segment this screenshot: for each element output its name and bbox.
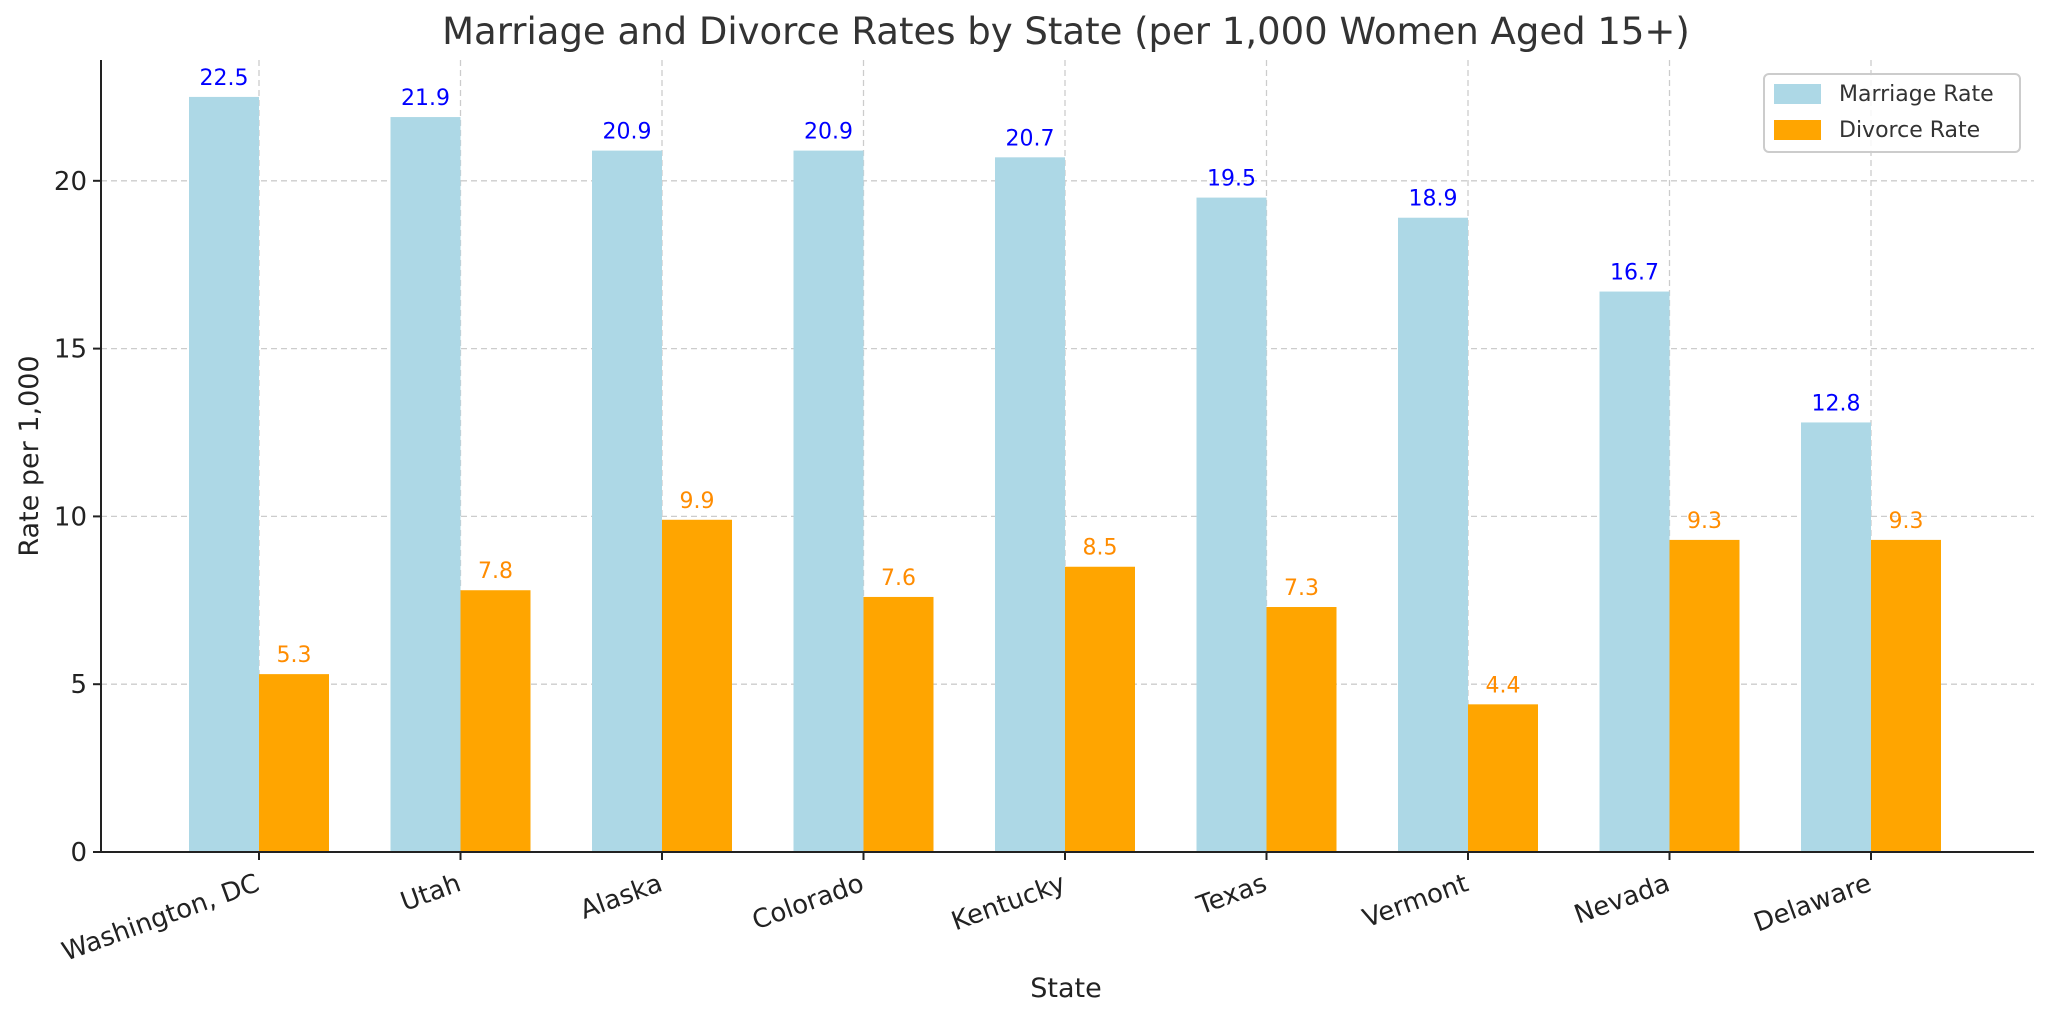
data-label-divorce-rate: 7.8 bbox=[478, 559, 513, 584]
bar-marriage-rate bbox=[1196, 197, 1267, 853]
data-label-divorce-rate: 9.3 bbox=[1687, 509, 1722, 534]
x-tick-label: Vermont bbox=[1359, 868, 1473, 934]
bar-divorce-rate bbox=[1669, 539, 1740, 852]
x-tick-label: Nevada bbox=[1570, 868, 1673, 930]
x-tick-label: Alaska bbox=[576, 868, 666, 925]
data-label-marriage-rate: 21.9 bbox=[401, 86, 450, 111]
bar-divorce-rate bbox=[662, 519, 732, 852]
bar-divorce-rate bbox=[863, 596, 934, 852]
y-tick-label: 15 bbox=[54, 335, 87, 365]
y-tick-label: 20 bbox=[54, 167, 87, 197]
x-tick-label: Delaware bbox=[1750, 868, 1875, 938]
bar-marriage-rate bbox=[793, 150, 864, 852]
x-axis-label: State bbox=[1030, 973, 1101, 1004]
data-label-divorce-rate: 7.6 bbox=[881, 566, 916, 591]
bar-divorce-rate bbox=[1468, 704, 1538, 852]
legend-swatch-divorce bbox=[1774, 120, 1821, 140]
y-ticks: 0 5 10 15 20 bbox=[54, 167, 101, 868]
x-tick-label: Texas bbox=[1192, 868, 1271, 921]
bars bbox=[189, 96, 1941, 853]
legend: Marriage Rate Divorce Rate bbox=[1763, 73, 2021, 153]
x-tick-label: Washington, DC bbox=[58, 868, 263, 967]
legend-box bbox=[1763, 73, 2021, 153]
y-tick-label: 10 bbox=[54, 502, 87, 532]
bar-divorce-rate bbox=[259, 674, 329, 852]
y-tick-label: 5 bbox=[70, 670, 87, 700]
y-tick-label: 0 bbox=[70, 838, 87, 868]
data-label-marriage-rate: 16.7 bbox=[1610, 261, 1659, 286]
legend-label-divorce: Divorce Rate bbox=[1839, 118, 1980, 143]
data-label-marriage-rate: 20.7 bbox=[1006, 126, 1055, 151]
bar-divorce-rate bbox=[460, 590, 531, 852]
data-label-marriage-rate: 20.9 bbox=[603, 120, 652, 145]
data-label-divorce-rate: 9.3 bbox=[1889, 509, 1924, 534]
x-tick-label: Utah bbox=[397, 868, 465, 917]
bar-marriage-rate bbox=[995, 157, 1065, 853]
bar-marriage-rate bbox=[1801, 422, 1871, 852]
data-label-divorce-rate: 8.5 bbox=[1083, 536, 1118, 561]
x-ticks: Washington, DC Utah Alaska Colorado Kentucky… bbox=[58, 852, 1875, 968]
bar-labels: 22.5 5.3 21.9 7.8 20.9 9.9 20.9 7.6 20.7 8.5 19.5 7… bbox=[200, 66, 1924, 698]
legend-label-marriage: Marriage Rate bbox=[1839, 82, 1994, 107]
bar-divorce-rate bbox=[1871, 539, 1941, 852]
bar-marriage-rate bbox=[390, 117, 461, 853]
data-label-marriage-rate: 19.5 bbox=[1207, 167, 1256, 192]
bar-marriage-rate bbox=[1599, 291, 1670, 852]
axes bbox=[100, 60, 2034, 853]
bar-marriage-rate bbox=[1398, 217, 1468, 852]
bar-divorce-rate bbox=[1266, 607, 1337, 852]
legend-swatch-marriage bbox=[1774, 84, 1821, 104]
data-label-divorce-rate: 7.3 bbox=[1284, 576, 1319, 601]
data-label-marriage-rate: 22.5 bbox=[200, 66, 249, 91]
data-label-marriage-rate: 12.8 bbox=[1812, 391, 1861, 416]
data-label-divorce-rate: 9.9 bbox=[680, 489, 715, 514]
bar-divorce-rate bbox=[1065, 566, 1135, 852]
bar-marriage-rate bbox=[189, 96, 259, 852]
chart-title: Marriage and Divorce Rates by State (per… bbox=[442, 10, 1690, 53]
bar-marriage-rate bbox=[592, 150, 662, 852]
data-label-divorce-rate: 5.3 bbox=[277, 643, 312, 668]
data-label-marriage-rate: 20.9 bbox=[804, 120, 853, 145]
y-axis-label: Rate per 1,000 bbox=[14, 355, 45, 556]
data-label-marriage-rate: 18.9 bbox=[1409, 187, 1458, 212]
x-tick-label: Kentucky bbox=[948, 868, 1070, 937]
x-tick-label: Colorado bbox=[748, 868, 867, 936]
data-label-divorce-rate: 4.4 bbox=[1486, 673, 1521, 698]
